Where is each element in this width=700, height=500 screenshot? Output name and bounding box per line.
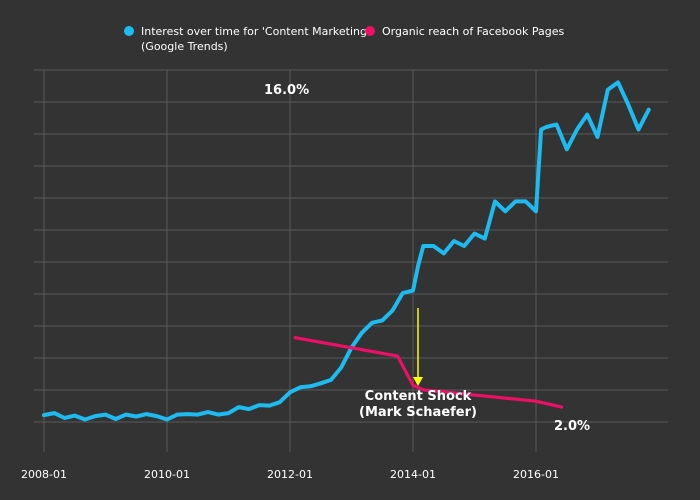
legend-marker-interest — [124, 26, 134, 36]
legend-label-interest-line2: (Google Trends) — [141, 40, 228, 53]
x-tick-label: 2012-01 — [267, 468, 313, 481]
content-shock-label: Content Shock — [365, 389, 472, 404]
x-tick-label: 2008-01 — [21, 468, 67, 481]
x-tick-label: 2016-01 — [513, 468, 559, 481]
legend-entry-interest[interactable]: Interest over time for 'Content Marketin… — [124, 25, 370, 53]
legend-entry-facebook-reach[interactable]: Organic reach of Facebook Pages — [365, 25, 564, 38]
reach-end-label: 2.0% — [554, 419, 590, 434]
series-layer — [42, 80, 651, 422]
annotation-arrowhead — [413, 377, 423, 386]
x-tick-label: 2010-01 — [144, 468, 190, 481]
series-line-facebook-reach[interactable] — [293, 336, 564, 409]
legend-marker-facebook-reach — [365, 26, 375, 36]
legend: Interest over time for 'Content Marketin… — [124, 25, 564, 53]
annotation-layer: 16.0% 2.0% Content Shock(Mark Schaefer) — [264, 83, 590, 434]
reach-start-label: 16.0% — [264, 83, 309, 98]
x-axis: 2008-01 2010-01 2012-01 2014-01 2016-01 — [21, 468, 559, 481]
content-shock-label: (Mark Schaefer) — [359, 405, 477, 420]
series-line-interest[interactable] — [42, 80, 651, 422]
legend-label-interest-line1: Interest over time for 'Content Marketin… — [141, 25, 370, 38]
x-tick-label: 2014-01 — [390, 468, 436, 481]
legend-label-facebook-reach: Organic reach of Facebook Pages — [382, 25, 564, 38]
grid-layer — [34, 69, 668, 452]
